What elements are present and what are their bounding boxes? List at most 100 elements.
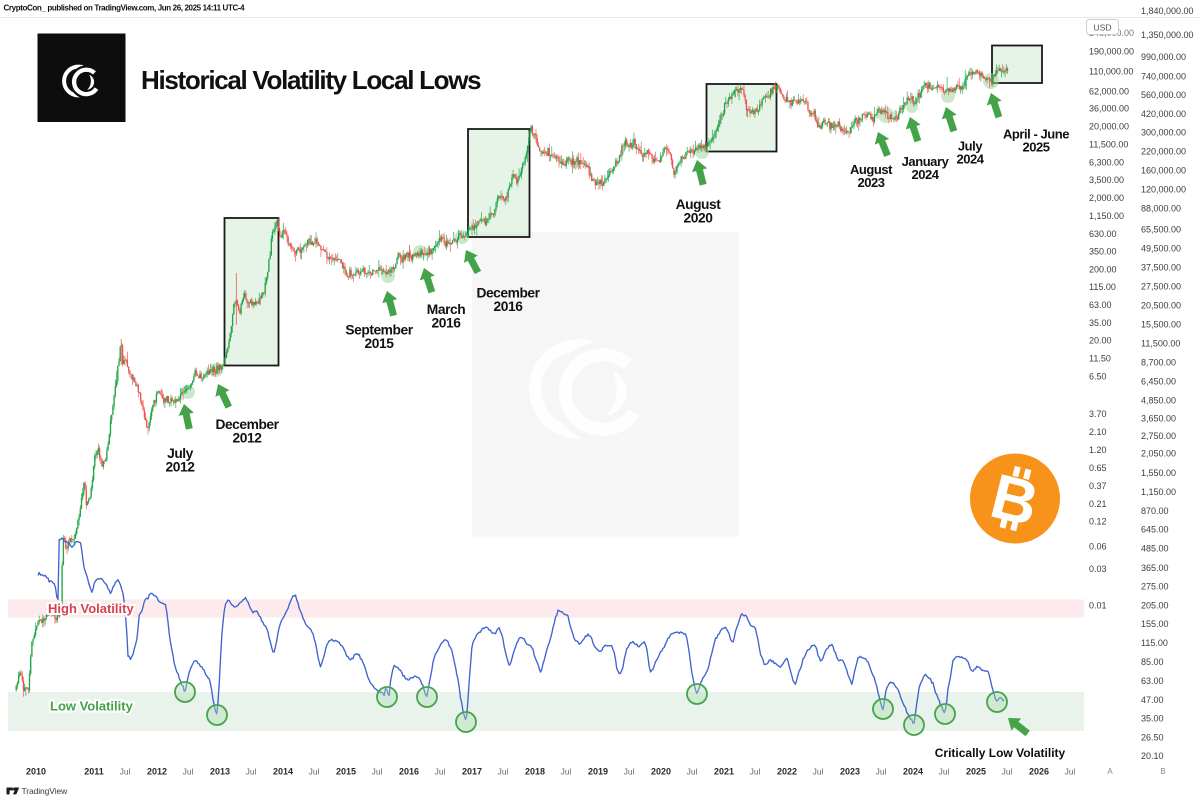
svg-text:2020: 2020 [684, 211, 714, 226]
svg-text:11.50: 11.50 [1089, 354, 1111, 364]
svg-text:2026: 2026 [1029, 767, 1049, 777]
svg-text:3,500.00: 3,500.00 [1089, 175, 1124, 185]
svg-text:2018: 2018 [525, 767, 545, 777]
svg-text:2.10: 2.10 [1089, 427, 1107, 437]
svg-text:27,500.00: 27,500.00 [1141, 282, 1181, 292]
svg-text:190,000.00: 190,000.00 [1089, 47, 1134, 57]
svg-text:630.00: 630.00 [1089, 229, 1117, 239]
svg-text:740,000.00: 740,000.00 [1141, 72, 1186, 82]
svg-text:January: January [902, 154, 950, 169]
svg-text:2024: 2024 [903, 767, 923, 777]
svg-text:870.00: 870.00 [1141, 506, 1169, 516]
svg-text:September: September [345, 323, 413, 338]
svg-text:160,000.00: 160,000.00 [1141, 166, 1186, 176]
svg-text:USD: USD [1093, 23, 1111, 33]
svg-text:2012: 2012 [147, 767, 167, 777]
svg-text:20.00: 20.00 [1089, 336, 1112, 346]
svg-text:2024: 2024 [911, 167, 939, 182]
svg-text:4,850.00: 4,850.00 [1141, 396, 1176, 406]
svg-text:0.06: 0.06 [1089, 542, 1107, 552]
svg-text:March: March [427, 302, 465, 317]
svg-text:2011: 2011 [84, 767, 104, 777]
svg-text:High Volatility: High Volatility [48, 601, 134, 616]
svg-text:Jul: Jul [1002, 767, 1013, 777]
svg-text:63.00: 63.00 [1141, 676, 1164, 686]
svg-text:2012: 2012 [166, 460, 196, 475]
svg-text:2025: 2025 [1022, 140, 1049, 155]
svg-text:2023: 2023 [857, 175, 884, 190]
svg-text:Jul: Jul [687, 767, 698, 777]
svg-text:2015: 2015 [365, 336, 395, 351]
svg-text:Low Volatility: Low Volatility [50, 699, 134, 714]
svg-text:6,450.00: 6,450.00 [1141, 377, 1176, 387]
svg-text:Jul: Jul [561, 767, 572, 777]
svg-text:155.00: 155.00 [1141, 619, 1169, 629]
svg-text:350.00: 350.00 [1089, 247, 1117, 257]
svg-text:645.00: 645.00 [1141, 525, 1169, 535]
svg-text:0.12: 0.12 [1089, 517, 1107, 527]
svg-text:35.00: 35.00 [1141, 714, 1164, 724]
svg-text:2020: 2020 [651, 767, 671, 777]
svg-text:0.37: 0.37 [1089, 481, 1107, 491]
svg-text:Historical Volatility Local Lo: Historical Volatility Local Lows [141, 65, 481, 95]
svg-text:20,000.00: 20,000.00 [1089, 122, 1129, 132]
svg-text:47.00: 47.00 [1141, 695, 1164, 705]
svg-text:Jul: Jul [939, 767, 950, 777]
svg-text:62,000.00: 62,000.00 [1089, 87, 1129, 97]
svg-text:205.00: 205.00 [1141, 601, 1169, 611]
svg-text:300,000.00: 300,000.00 [1141, 128, 1186, 138]
svg-text:15,500.00: 15,500.00 [1141, 320, 1181, 330]
svg-text:1,150.00: 1,150.00 [1089, 211, 1124, 221]
svg-text:2013: 2013 [210, 767, 230, 777]
svg-text:2017: 2017 [462, 767, 482, 777]
svg-text:2,050.00: 2,050.00 [1141, 449, 1176, 459]
svg-text:11,500.00: 11,500.00 [1089, 140, 1128, 150]
svg-text:63.00: 63.00 [1089, 300, 1112, 310]
svg-text:Jul: Jul [183, 767, 194, 777]
svg-text:2022: 2022 [777, 767, 797, 777]
svg-text:Jul: Jul [120, 767, 131, 777]
svg-text:0.01: 0.01 [1089, 601, 1107, 611]
svg-text:1,350,000.00: 1,350,000.00 [1141, 30, 1194, 40]
svg-text:July: July [958, 139, 983, 154]
svg-text:December: December [476, 286, 540, 301]
svg-text:115.00: 115.00 [1089, 282, 1116, 292]
svg-text:0.21: 0.21 [1089, 499, 1107, 509]
svg-text:85.00: 85.00 [1141, 657, 1164, 667]
svg-text:August: August [676, 197, 722, 212]
svg-text:Jul: Jul [246, 767, 257, 777]
svg-text:2016: 2016 [432, 316, 462, 331]
svg-text:485.00: 485.00 [1141, 544, 1169, 554]
svg-text:6,300.00: 6,300.00 [1089, 158, 1124, 168]
svg-text:2019: 2019 [588, 767, 608, 777]
svg-text:2015: 2015 [336, 767, 356, 777]
svg-text:2016: 2016 [494, 299, 524, 314]
svg-text:0.65: 0.65 [1089, 463, 1107, 473]
svg-text:115.00: 115.00 [1141, 638, 1168, 648]
svg-text:A: A [1107, 767, 1113, 776]
svg-text:CryptoCon_ published on Tradin: CryptoCon_ published on TradingView.com,… [4, 4, 246, 13]
svg-text:August: August [850, 162, 893, 177]
svg-text:3.70: 3.70 [1089, 409, 1107, 419]
svg-text:Jul: Jul [498, 767, 509, 777]
svg-text:11,500.00: 11,500.00 [1141, 339, 1180, 349]
svg-text:220,000.00: 220,000.00 [1141, 147, 1186, 157]
svg-text:3,650.00: 3,650.00 [1141, 414, 1176, 424]
svg-text:December: December [215, 417, 279, 432]
svg-text:26.50: 26.50 [1141, 733, 1164, 743]
svg-text:560,000.00: 560,000.00 [1141, 90, 1186, 100]
svg-text:2016: 2016 [399, 767, 419, 777]
svg-text:Jul: Jul [813, 767, 824, 777]
svg-text:1,840,000.00: 1,840,000.00 [1141, 6, 1194, 16]
svg-text:8,700.00: 8,700.00 [1141, 358, 1176, 368]
svg-text:120,000.00: 120,000.00 [1141, 185, 1186, 195]
svg-text:990,000.00: 990,000.00 [1141, 52, 1186, 62]
svg-text:Jul: Jul [624, 767, 635, 777]
svg-text:0.03: 0.03 [1089, 564, 1107, 574]
svg-text:2023: 2023 [840, 767, 860, 777]
svg-text:Jul: Jul [435, 767, 446, 777]
svg-text:37,500.00: 37,500.00 [1141, 263, 1181, 273]
svg-text:2,750.00: 2,750.00 [1141, 431, 1176, 441]
svg-text:2024: 2024 [956, 152, 984, 167]
svg-text:1,150.00: 1,150.00 [1141, 487, 1176, 497]
